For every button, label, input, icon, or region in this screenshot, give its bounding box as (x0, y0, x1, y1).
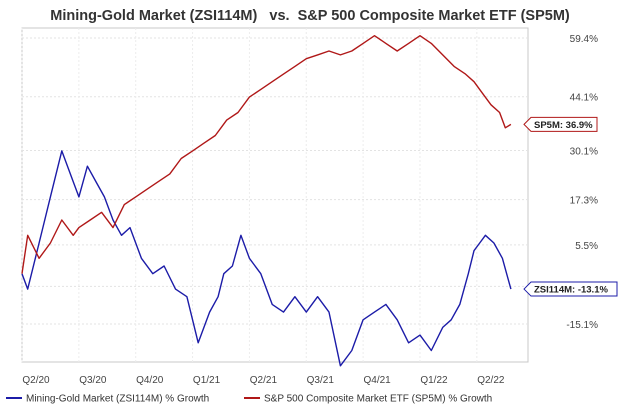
chart-title: Mining-Gold Market (ZSI114M) vs. S&P 500… (0, 8, 620, 24)
end-label-text: ZSI114M: -13.1% (534, 285, 608, 296)
y-tick-label: 5.5% (575, 241, 598, 252)
x-tick-label: Q2/22 (477, 375, 505, 386)
legend-label: Mining-Gold Market (ZSI114M) % Growth (26, 394, 209, 405)
series-line-zsi114m (21, 150, 512, 367)
plot-frame (21, 27, 529, 363)
x-tick-label: Q2/21 (250, 375, 278, 386)
end-labels: ZSI114M: -13.1% SP5M: 36.9% (523, 116, 618, 297)
legend-label: S&P 500 Composite Market ETF (SP5M) % Gr… (264, 394, 492, 405)
grid-lines (21, 27, 529, 363)
x-tick-label: Q3/20 (79, 375, 107, 386)
y-tick-label: 17.3% (570, 196, 598, 207)
y-tick-label: 59.4% (570, 34, 598, 45)
y-tick-label: 30.1% (570, 146, 598, 157)
series-line-sp5m (21, 35, 512, 274)
legend: Mining-Gold Market (ZSI114M) % Growth S&P… (6, 394, 492, 405)
end-label-text: SP5M: 36.9% (534, 120, 593, 131)
x-tick-label: Q4/20 (136, 375, 164, 386)
x-tick-label: Q2/20 (22, 375, 50, 386)
chart-title-left: Mining-Gold Market (ZSI114M) (50, 8, 258, 24)
legend-item-zsi114m: Mining-Gold Market (ZSI114M) % Growth (6, 394, 209, 405)
legend-item-sp5m: S&P 500 Composite Market ETF (SP5M) % Gr… (244, 394, 492, 405)
y-tick-label: 44.1% (570, 93, 598, 104)
chart-title-right: S&P 500 Composite Market ETF (SP5M) (297, 8, 570, 24)
x-tick-label: Q1/22 (420, 375, 448, 386)
y-tick-label: -15.1% (566, 320, 598, 331)
series-lines (21, 35, 512, 367)
chart-title-sep: vs. (269, 8, 290, 24)
x-tick-label: Q1/21 (193, 375, 221, 386)
x-tick-label: Q4/21 (363, 375, 391, 386)
x-axis: Q2/20 Q3/20 Q4/20 Q1/21 Q2/21 Q3/21 Q4/21 Q1/22… (22, 375, 505, 386)
end-label-sp5m: SP5M: 36.9% (523, 116, 598, 132)
x-tick-label: Q3/21 (307, 375, 335, 386)
end-label-zsi114m: ZSI114M: -13.1% (523, 281, 618, 297)
